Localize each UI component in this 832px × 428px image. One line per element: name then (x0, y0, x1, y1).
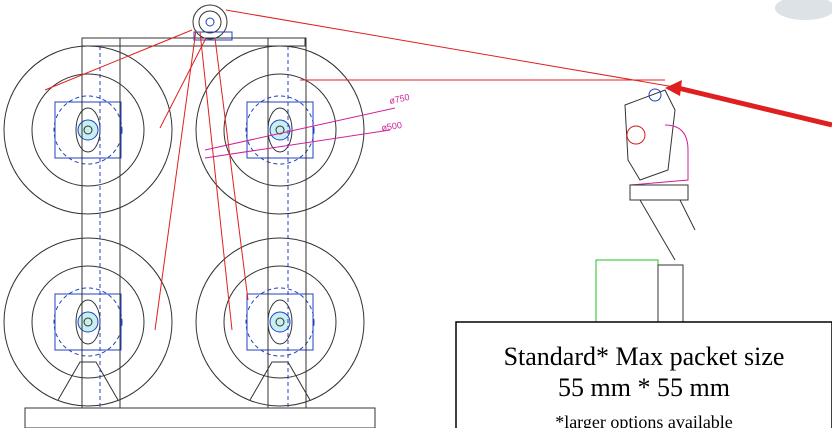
reel-outer (3, 237, 173, 407)
reel (3, 45, 173, 215)
arrow-head (665, 80, 682, 96)
reel-shaft (269, 311, 291, 333)
reel-outer (195, 237, 365, 407)
note-line: *larger options available (555, 412, 733, 428)
reel-plate (246, 293, 314, 351)
reel-plate (246, 101, 314, 159)
dimension-outer: ø750 (388, 92, 410, 106)
reel-shaft (77, 311, 99, 333)
reel-stand (57, 361, 119, 401)
reel-plate (54, 101, 122, 159)
pulley (192, 4, 233, 41)
reel-core (83, 317, 93, 327)
reel (195, 45, 365, 215)
machine-head (595, 0, 832, 428)
reel-shaft (77, 119, 99, 141)
reel-inner (31, 73, 145, 187)
base-outline (24, 407, 376, 428)
reel-hub-hidden (245, 287, 315, 357)
right-column (267, 37, 307, 409)
reel-hub-hidden (53, 287, 123, 357)
reel-inner (223, 265, 337, 379)
reel-plate (54, 293, 122, 351)
reels (3, 45, 365, 407)
note-box (455, 321, 832, 428)
reel-shaft (269, 119, 291, 141)
reel-inner (31, 265, 145, 379)
reel (195, 237, 365, 407)
reel-hub-hidden (245, 95, 315, 165)
reel-inner (223, 73, 337, 187)
dimension-lines (204, 107, 396, 159)
reel-stand (249, 361, 311, 401)
reel-core (275, 125, 285, 135)
note-line: Standard* Max packet size (504, 342, 785, 371)
reel-core (275, 317, 285, 327)
web-path (44, 9, 681, 331)
reel-hub-hidden (53, 95, 123, 165)
reel-core (83, 125, 93, 135)
base (24, 407, 376, 428)
dimension-inner: ø500 (381, 120, 403, 133)
left-column (81, 37, 121, 409)
arrow (677, 85, 832, 128)
reel (3, 237, 173, 407)
note-line: 55 mm * 55 mm (558, 373, 730, 402)
